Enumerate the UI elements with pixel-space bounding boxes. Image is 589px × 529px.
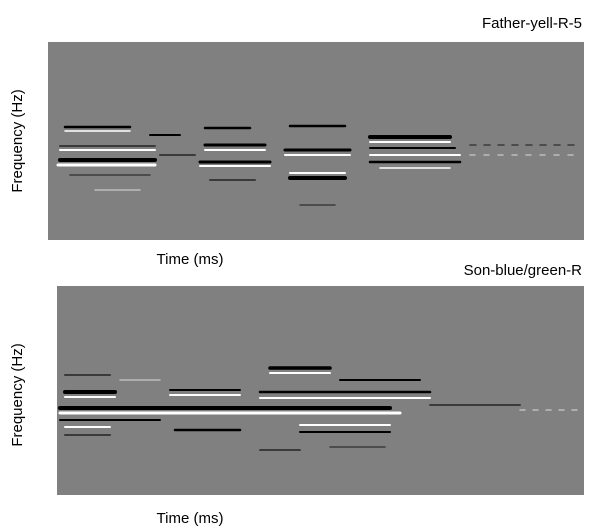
x-axis-label: Time (ms) (157, 251, 224, 268)
spectrogram (57, 286, 584, 495)
spectrogram (48, 42, 584, 240)
panel-title: Son-blue/green-R (464, 262, 583, 279)
y-axis-label: Frequency (Hz) (9, 343, 26, 446)
x-axis-label: Time (ms) (157, 510, 224, 527)
panel-title: Father-yell-R-5 (482, 15, 582, 32)
y-axis-label: Frequency (Hz) (9, 89, 26, 192)
